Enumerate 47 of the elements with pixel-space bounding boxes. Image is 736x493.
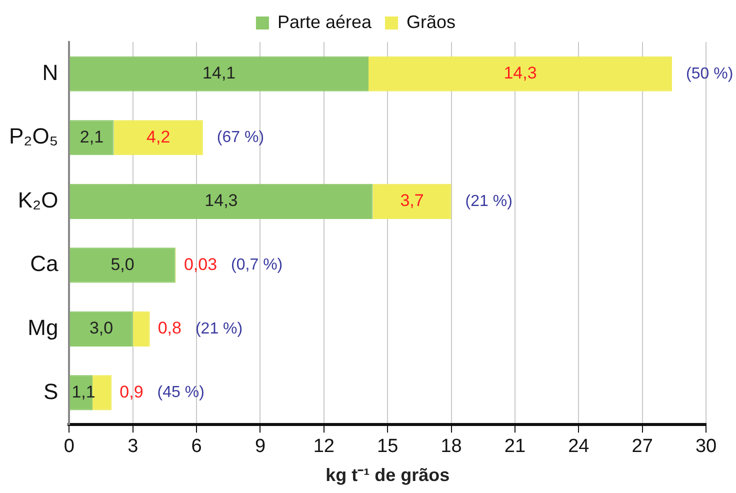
data-label: 3,7 (400, 191, 424, 210)
x-tick-label: 12 (313, 436, 334, 458)
x-tick-label: 30 (695, 436, 717, 458)
x-tick-label: 27 (632, 436, 653, 458)
bar (372, 184, 452, 219)
annotation: (67 %) (216, 129, 264, 146)
bar (114, 120, 203, 156)
legend-label: Parte aérea (277, 12, 373, 32)
data-label: 2,1 (80, 127, 104, 146)
y-tick-label: P₂O₅ (8, 124, 58, 149)
data-label: 14,3 (504, 64, 537, 83)
data-label: 0,03 (184, 254, 218, 274)
bar (368, 56, 672, 92)
y-tick-label: Ca (30, 251, 59, 276)
x-tick-label: 24 (568, 436, 590, 458)
annotation: (0,7 %) (231, 256, 283, 274)
y-tick-label: K₂O (18, 187, 58, 212)
data-label: 0,9 (120, 382, 144, 402)
bar (70, 184, 373, 219)
x-tick-label: 6 (191, 436, 202, 458)
x-tick-label: 0 (64, 436, 74, 458)
annotation: (21 %) (465, 192, 512, 210)
x-axis-title: kg t⁻¹ de grãos (326, 465, 450, 486)
x-tick-label: 18 (440, 436, 462, 458)
y-tick-label: S (44, 378, 58, 404)
bar (70, 56, 368, 92)
annotation: (50 %) (686, 65, 734, 82)
data-label: 4,2 (146, 127, 170, 146)
bar (132, 311, 150, 346)
y-tick-label: Mg (28, 315, 58, 340)
data-label: 0,8 (158, 318, 182, 338)
legend-label: Grãos (406, 12, 456, 32)
bar (70, 248, 176, 283)
y-tick-label: N (42, 60, 58, 85)
data-label: 14,3 (204, 191, 238, 210)
x-tick-label: 3 (128, 436, 138, 458)
bar (92, 375, 112, 410)
data-label: 14,1 (202, 64, 236, 83)
bar (70, 311, 133, 346)
x-tick-label: 15 (377, 436, 398, 458)
annotation: (45 %) (157, 384, 204, 402)
x-tick-label: 9 (254, 436, 266, 458)
annotation: (21 %) (195, 320, 243, 338)
data-label: 3,0 (89, 318, 114, 338)
data-label: 5,0 (110, 254, 134, 274)
bar (70, 120, 114, 156)
x-tick-label: 21 (504, 436, 526, 458)
